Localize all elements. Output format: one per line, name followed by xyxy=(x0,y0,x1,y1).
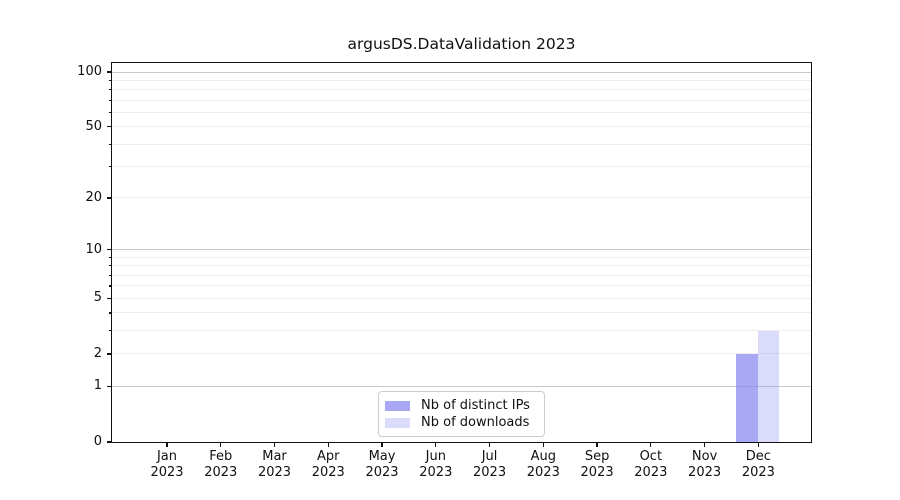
x-tick-mark xyxy=(650,443,652,447)
y-tick-label: 0 xyxy=(93,434,102,449)
gridline-minor xyxy=(112,353,811,355)
y-tick-mark xyxy=(107,385,111,388)
y-minor-tick-mark xyxy=(109,274,111,276)
gridline-minor xyxy=(112,330,811,332)
y-minor-tick-mark xyxy=(109,285,111,287)
gridlines-layer xyxy=(112,63,811,442)
y-tick-label: 1 xyxy=(93,378,102,394)
x-tick-mark xyxy=(220,443,222,447)
x-tick-label: Sep 2023 xyxy=(580,449,614,480)
legend-swatch-distinct-ips xyxy=(385,400,410,411)
bar-downloads xyxy=(757,330,780,442)
gridline-minor xyxy=(112,89,811,91)
x-tick-mark xyxy=(435,443,437,447)
gridline-minor xyxy=(112,297,811,299)
y-tick-label: 100 xyxy=(77,64,102,79)
x-tick-mark xyxy=(166,443,168,447)
y-tick-label: 50 xyxy=(85,118,102,134)
bars-layer xyxy=(112,63,811,442)
y-tick-mark xyxy=(107,71,111,73)
x-tick-mark xyxy=(381,443,383,447)
y-tick-label: 5 xyxy=(93,290,102,306)
gridline-minor xyxy=(112,143,811,145)
legend: Nb of distinct IPs Nb of downloads xyxy=(378,391,545,437)
y-tick-mark xyxy=(107,249,111,251)
x-tick-label: Jul 2023 xyxy=(473,449,507,480)
gridline-minor xyxy=(112,265,811,267)
gridline-major xyxy=(112,249,811,251)
x-tick-label: May 2023 xyxy=(365,449,399,480)
y-tick-mark xyxy=(107,126,111,128)
y-tick-label: 2 xyxy=(93,345,102,361)
y-tick-label: 10 xyxy=(85,241,102,257)
x-tick-label: Jan 2023 xyxy=(150,449,184,480)
y-tick-mark xyxy=(107,441,111,443)
gridline-minor xyxy=(112,111,811,113)
y-minor-tick-mark xyxy=(109,99,111,101)
legend-label-distinct-ips: Nb of distinct IPs xyxy=(421,398,530,413)
gridline-minor xyxy=(112,79,811,81)
y-minor-tick-mark xyxy=(109,330,111,332)
gridline-major xyxy=(112,71,811,73)
gridline-minor xyxy=(112,99,811,101)
x-tick-label: Feb 2023 xyxy=(204,449,238,480)
chart-title: argusDS.DataValidation 2023 xyxy=(347,35,576,53)
legend-item-distinct-ips: Nb of distinct IPs xyxy=(385,397,536,414)
gridline-minor xyxy=(112,274,811,276)
x-tick-label: Apr 2023 xyxy=(311,449,345,480)
legend-label-downloads: Nb of downloads xyxy=(421,415,530,430)
gridline-minor xyxy=(112,197,811,199)
bar-distinct-ips xyxy=(736,353,758,442)
y-minor-tick-mark xyxy=(109,166,111,168)
x-tick-mark xyxy=(757,443,759,447)
x-tick-label: Nov 2023 xyxy=(688,449,722,480)
x-tick-mark xyxy=(542,443,544,447)
legend-swatch-downloads xyxy=(385,417,410,428)
y-minor-tick-mark xyxy=(109,265,111,267)
gridline-minor xyxy=(112,312,811,314)
legend-item-downloads: Nb of downloads xyxy=(385,414,536,431)
x-tick-mark xyxy=(273,443,276,447)
x-tick-label: Jun 2023 xyxy=(419,449,453,480)
x-tick-label: Aug 2023 xyxy=(526,449,560,480)
y-minor-tick-mark xyxy=(109,89,111,91)
x-tick-label: Mar 2023 xyxy=(257,449,292,480)
y-minor-tick-mark xyxy=(109,256,111,258)
y-tick-label: 20 xyxy=(85,189,102,205)
y-tick-mark xyxy=(107,297,111,299)
gridline-major xyxy=(112,385,811,387)
x-tick-label: Oct 2023 xyxy=(634,449,668,480)
gridline-minor xyxy=(112,285,811,287)
x-tick-label: Dec 2023 xyxy=(741,449,775,480)
x-tick-mark xyxy=(327,443,329,447)
plot-area xyxy=(111,62,812,443)
gridline-minor xyxy=(112,166,811,168)
x-tick-mark xyxy=(488,443,491,447)
x-tick-mark xyxy=(704,443,706,447)
y-tick-mark xyxy=(107,197,111,199)
gridline-minor xyxy=(112,126,811,128)
gridline-minor xyxy=(112,256,811,258)
y-tick-mark xyxy=(107,353,111,355)
x-tick-mark xyxy=(596,443,598,447)
y-minor-tick-mark xyxy=(109,79,111,81)
y-minor-tick-mark xyxy=(109,312,111,314)
y-minor-tick-mark xyxy=(109,111,111,113)
y-minor-tick-mark xyxy=(109,143,111,145)
